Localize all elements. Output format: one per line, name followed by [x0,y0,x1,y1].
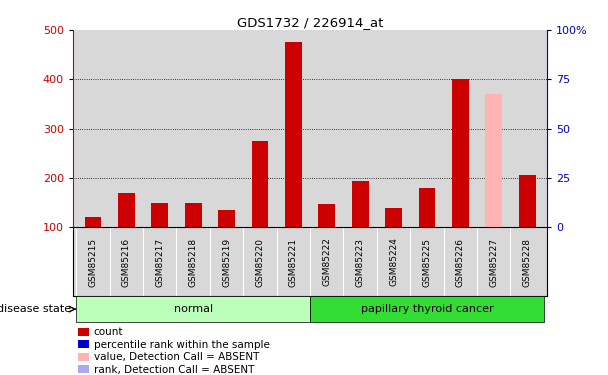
Text: GSM85228: GSM85228 [523,238,531,286]
Bar [485,94,502,227]
Bar [151,202,168,227]
Bar [419,188,435,227]
Bar [385,207,402,227]
Bar [319,204,335,227]
Text: GSM85225: GSM85225 [423,238,432,286]
Bar [519,176,536,227]
Text: disease state: disease state [0,304,71,314]
Bar [218,210,235,227]
Text: GSM85224: GSM85224 [389,238,398,286]
Bar [185,202,201,227]
Bar [352,182,368,227]
Text: GSM85226: GSM85226 [456,238,465,286]
Text: GSM85220: GSM85220 [255,238,264,286]
Title: GDS1732 / 226914_at: GDS1732 / 226914_at [237,16,383,29]
Legend: count, percentile rank within the sample, value, Detection Call = ABSENT, rank, : count, percentile rank within the sample… [78,327,270,375]
Text: papillary thyroid cancer: papillary thyroid cancer [361,304,493,314]
Text: GSM85223: GSM85223 [356,238,365,286]
Text: GSM85216: GSM85216 [122,238,131,287]
Text: GSM85219: GSM85219 [222,238,231,287]
Bar [76,296,310,322]
Text: GSM85217: GSM85217 [155,238,164,287]
Text: GSM85221: GSM85221 [289,238,298,286]
Bar [252,141,268,227]
Bar [310,296,544,322]
Text: GSM85227: GSM85227 [489,238,499,286]
Text: GSM85222: GSM85222 [322,238,331,286]
Bar [118,193,135,227]
Text: normal: normal [174,304,213,314]
Text: GSM85215: GSM85215 [89,238,97,287]
Bar [85,217,102,227]
Text: GSM85218: GSM85218 [188,238,198,287]
Bar [285,42,302,227]
Bar [452,80,469,227]
